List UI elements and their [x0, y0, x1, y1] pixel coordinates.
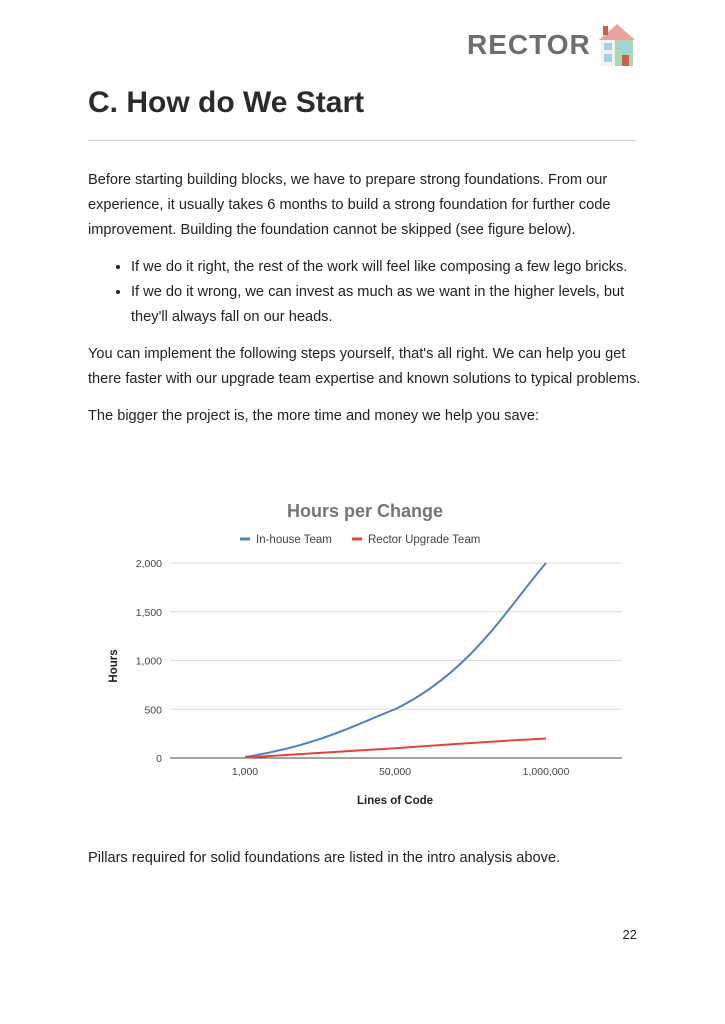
closing-paragraph: Pillars required for solid foundations a…: [88, 850, 561, 866]
x-tick-label: 1,000: [232, 766, 258, 778]
intro-paragraph: Before starting building blocks, we have…: [88, 172, 611, 238]
rector-logo: RECTOR: [463, 20, 643, 68]
house-icon: [599, 24, 635, 66]
chart-gridlines: [170, 562, 622, 759]
y-tick-label: 500: [144, 704, 162, 716]
help-paragraph: You can implement the following steps yo…: [88, 346, 641, 387]
bullet-list: If we do it right, the rest of the work …: [88, 255, 648, 330]
list-item: If we do it right, the rest of the work …: [131, 255, 648, 280]
legend-label-in-house: In-house Team: [256, 534, 332, 546]
y-tick-label: 2,000: [136, 558, 162, 570]
body-text: Before starting building blocks, we have…: [88, 168, 648, 441]
hours-chart: Hours per Change In-house Team Rector Up…: [108, 501, 622, 807]
y-tick-label: 0: [156, 753, 162, 765]
list-item: If we do it wrong, we can invest as much…: [131, 280, 648, 330]
title-divider: [88, 140, 636, 141]
x-tick-label: 1,000,000: [523, 766, 570, 778]
y-tick-label: 1,500: [136, 607, 162, 619]
y-axis-label: Hours: [108, 649, 120, 682]
x-axis-label: Lines of Code: [357, 795, 433, 807]
y-axis-ticks: 0 500 1,000 1,500 2,000: [136, 558, 162, 765]
series-line-rector: [244, 737, 547, 759]
y-tick-label: 1,000: [136, 656, 162, 668]
page-title: C. How do We Start: [88, 86, 365, 119]
chart-title: Hours per Change: [287, 501, 443, 521]
logo-text: RECTOR: [467, 29, 591, 60]
x-tick-label: 50,000: [379, 766, 411, 778]
savings-paragraph: The bigger the project is, the more time…: [88, 408, 540, 424]
chart-legend: In-house Team Rector Upgrade Team: [240, 534, 480, 546]
legend-label-rector: Rector Upgrade Team: [368, 534, 480, 546]
chart-series: [244, 562, 547, 759]
series-line-in-house: [244, 562, 547, 759]
page-number: 22: [622, 927, 637, 942]
x-axis-ticks: 1,000 50,000 1,000,000: [232, 766, 570, 778]
